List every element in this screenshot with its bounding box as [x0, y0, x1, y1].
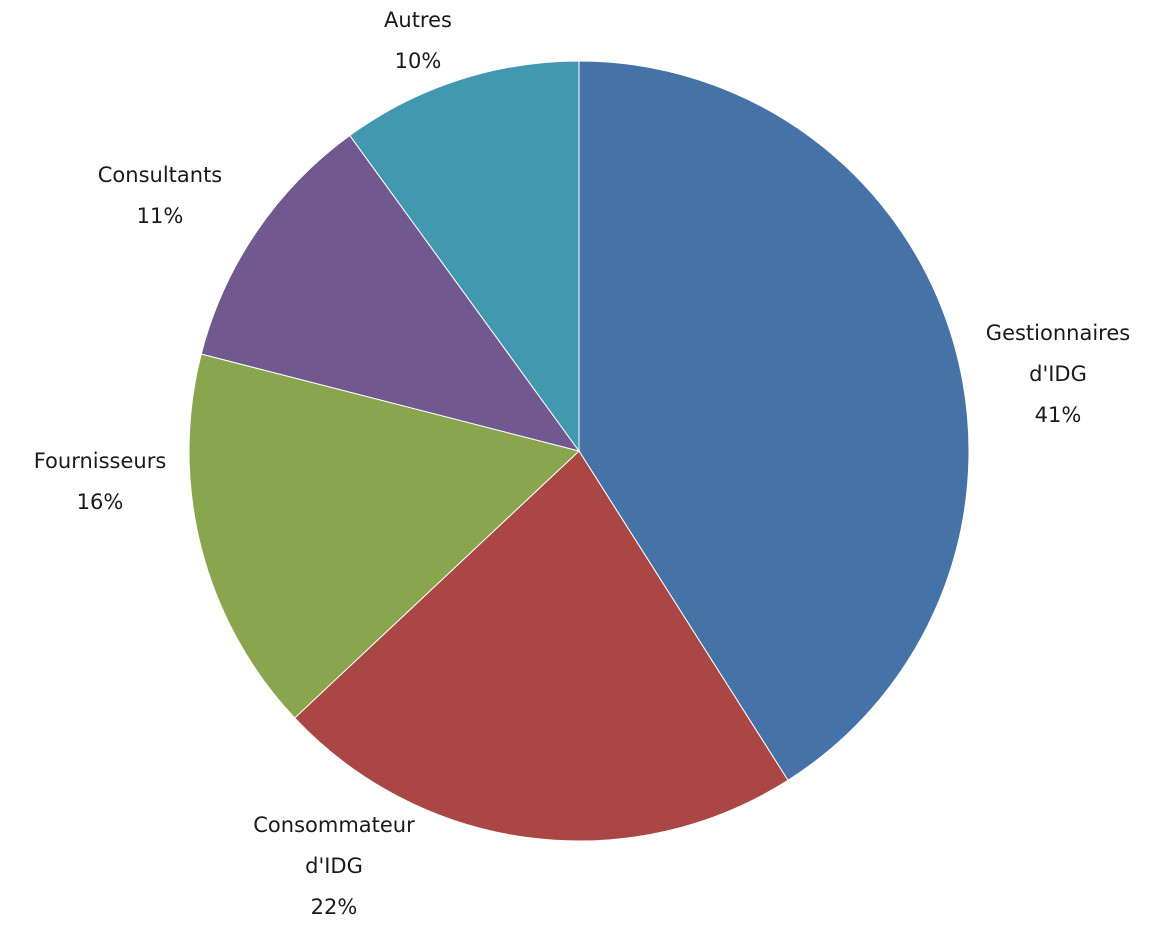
data-label-consommateur-d-idg: Consommateur d'IDG 22% [253, 813, 415, 919]
data-label-consultants: Consultants 11% [98, 163, 223, 228]
data-label-percent: 41% [1035, 403, 1082, 427]
data-label-percent: 16% [77, 490, 124, 514]
pie-slices [188, 60, 970, 842]
pie-slice-fournisseurs [188, 353, 581, 719]
pie-slice-autres [349, 60, 580, 453]
pie-labels: Gestionnaires d'IDG 41% Consommateur d'IDG 22… [34, 8, 1131, 919]
data-label-category: d'IDG [305, 854, 363, 878]
data-label-percent: 11% [137, 204, 184, 228]
data-label-percent: 22% [311, 895, 358, 919]
data-label-category: Gestionnaires [986, 321, 1130, 345]
data-label-category: Autres [384, 8, 452, 32]
data-label-gestionnaires-d-idg: Gestionnaires d'IDG 41% [986, 321, 1130, 427]
pie-slice-gestionnaires-d-idg [578, 60, 970, 781]
data-label-percent: 10% [395, 49, 442, 73]
data-label-category: Consultants [98, 163, 223, 187]
data-label-category: Fournisseurs [34, 449, 167, 473]
pie-slice-consommateur-d-idg [293, 450, 789, 842]
data-label-fournisseurs: Fournisseurs 16% [34, 449, 167, 514]
data-label-category: Consommateur [253, 813, 415, 837]
data-label-autres: Autres 10% [384, 8, 452, 73]
pie-slice-consultants [200, 134, 581, 452]
data-label-category: d'IDG [1029, 362, 1087, 386]
